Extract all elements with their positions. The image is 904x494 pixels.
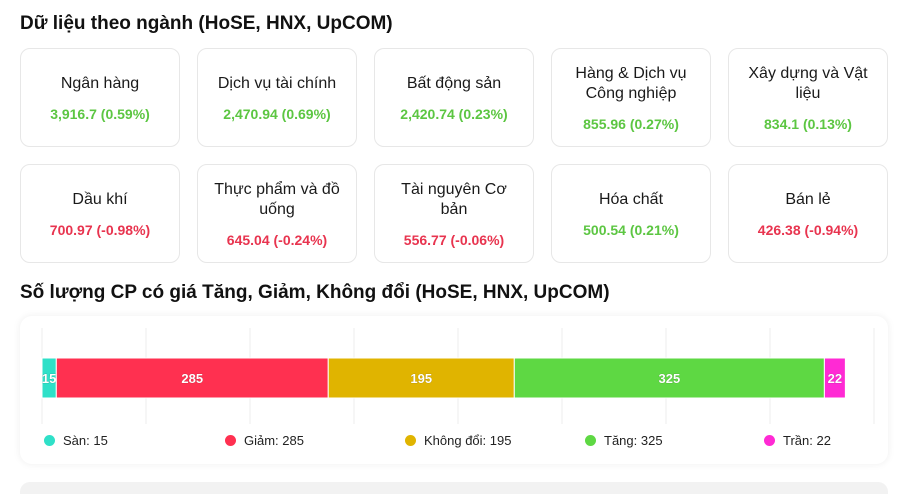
legend-label: Trần: 22 (783, 433, 831, 448)
sector-cards-grid: Ngân hàng 3,916.7 (0.59%) Dịch vụ tài ch… (20, 48, 888, 263)
sector-card-ngan-hang[interactable]: Ngân hàng 3,916.7 (0.59%) (20, 48, 180, 147)
sector-name: Tài nguyên Cơ bản (401, 180, 507, 218)
sector-section-title: Dữ liệu theo ngành (HoSE, HNX, UpCOM) (20, 13, 393, 34)
sector-card-hoa-chat[interactable]: Hóa chất 500.54 (0.21%) (551, 164, 711, 263)
legend-item-giam[interactable]: Giảm: 285 (225, 433, 304, 448)
sector-card-ban-le[interactable]: Bán lẻ 426.38 (-0.94%) (728, 164, 888, 263)
sector-value: 645.04 (-0.24%) (226, 231, 328, 248)
legend-label: Tăng: 325 (604, 433, 663, 448)
sector-value: 3,916.7 (0.59%) (50, 105, 150, 122)
legend-item-khong-doi[interactable]: Không đổi: 195 (405, 433, 511, 448)
sector-card-hang-dich-vu-cong-nghiep[interactable]: Hàng & Dịch vụ Công nghiệp 855.96 (0.27%… (551, 48, 711, 147)
next-section-edge (20, 482, 888, 494)
bar-value-label-4: 22 (828, 371, 842, 386)
sector-value: 855.96 (0.27%) (583, 115, 679, 132)
legend-label: Sàn: 15 (63, 433, 108, 448)
breadth-chart-card: 15 285 195 325 22 Sàn: 15 Giảm: 285 Không đổ… (20, 316, 888, 464)
sector-name: Bất động sản (406, 74, 502, 92)
bar-value-label-2: 195 (410, 371, 432, 386)
legend-dot-tran (764, 435, 775, 446)
sector-name: Hàng & Dịch vụ Công nghiệp (575, 64, 687, 102)
sector-value: 2,420.74 (0.23%) (400, 105, 508, 122)
sector-value: 426.38 (-0.94%) (757, 221, 859, 238)
sector-value: 2,470.94 (0.69%) (223, 105, 331, 122)
legend-item-tang[interactable]: Tăng: 325 (585, 433, 663, 448)
sector-name: Thực phẩm và đồ uống (214, 180, 340, 218)
bar-value-label-3: 325 (658, 371, 680, 386)
sector-name: Ngân hàng (60, 74, 140, 92)
bar-segment-3[interactable] (513, 357, 825, 399)
legend-item-tran[interactable]: Trần: 22 (764, 433, 831, 448)
sector-card-tai-nguyen-co-ban[interactable]: Tài nguyên Cơ bản 556.77 (-0.06%) (374, 164, 534, 263)
sector-card-thuc-pham-do-uong[interactable]: Thực phẩm và đồ uống 645.04 (-0.24%) (197, 164, 357, 263)
bar-segment-4[interactable] (823, 357, 846, 399)
legend-dot-khong-doi (405, 435, 416, 446)
breadth-legend: Sàn: 15 Giảm: 285 Không đổi: 195 Tăng: 3… (44, 433, 874, 449)
legend-dot-san (44, 435, 55, 446)
breadth-stacked-bar-chart: 15 285 195 325 22 (41, 328, 875, 424)
sector-name: Xây dựng và Vật liệu (748, 64, 868, 102)
bar-value-label-0: 15 (42, 371, 56, 386)
sector-card-xay-dung-vat-lieu[interactable]: Xây dựng và Vật liệu 834.1 (0.13%) (728, 48, 888, 147)
bar-value-label-1: 285 (181, 371, 203, 386)
sector-name: Dịch vụ tài chính (217, 74, 337, 92)
legend-label: Không đổi: 195 (424, 433, 512, 448)
legend-item-san[interactable]: Sàn: 15 (44, 433, 108, 448)
sector-name: Dầu khí (72, 190, 128, 208)
sector-value: 700.97 (-0.98%) (49, 221, 151, 238)
sector-name: Bán lẻ (785, 190, 831, 208)
sector-value: 500.54 (0.21%) (583, 221, 679, 238)
bar-segment-1[interactable] (55, 357, 329, 399)
legend-dot-tang (585, 435, 596, 446)
bar-segment-2[interactable] (327, 357, 515, 399)
sector-card-dich-vu-tai-chinh[interactable]: Dịch vụ tài chính 2,470.94 (0.69%) (197, 48, 357, 147)
sector-card-dau-khi[interactable]: Dầu khí 700.97 (-0.98%) (20, 164, 180, 263)
sector-value: 834.1 (0.13%) (764, 115, 852, 132)
sector-card-bat-dong-san[interactable]: Bất động sản 2,420.74 (0.23%) (374, 48, 534, 147)
sector-name: Hóa chất (598, 190, 664, 208)
legend-label: Giảm: 285 (244, 433, 304, 448)
breadth-section-title: Số lượng CP có giá Tăng, Giảm, Không đổi… (20, 282, 610, 303)
sector-value: 556.77 (-0.06%) (403, 231, 505, 248)
legend-dot-giam (225, 435, 236, 446)
